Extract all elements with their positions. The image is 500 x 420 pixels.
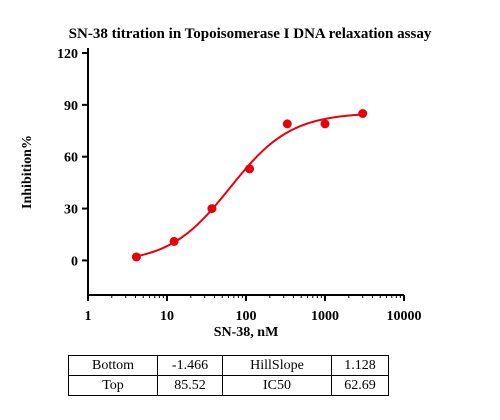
table-cell: Top [68,375,158,396]
data-point [320,119,330,129]
parameters-table: Bottom -1.466 HillSlope 1.128 Top 85.52 … [68,355,389,396]
y-axis-label: Inhibition% [20,135,35,209]
y-tick-label: 30 [64,203,78,218]
chart-title: SN-38 titration in Topoisomerase I DNA r… [69,26,432,42]
table-cell: IC50 [222,375,332,396]
data-point [169,236,179,246]
x-ticks: 1 10 100 1000 10000 [85,295,422,324]
y-tick-label: 120 [57,47,78,62]
data-point [207,204,217,214]
table-row: Top 85.52 IC50 62.69 [68,375,389,396]
y-tick-label: 90 [64,99,78,114]
y-ticks: 0 30 60 90 120 [57,47,88,269]
fit-curve [136,113,363,258]
table-row: Bottom -1.466 HillSlope 1.128 [68,355,389,376]
x-tick-label: 1000 [311,309,339,324]
table-cell: 62.69 [331,375,389,396]
table-cell: 85.52 [157,375,223,396]
table-cell: Bottom [68,355,158,376]
table-cell: 1.128 [331,355,389,376]
table-cell: -1.466 [157,355,223,376]
data-point [245,164,255,174]
x-tick-label: 100 [236,309,257,324]
x-tick-label: 10 [160,309,174,324]
data-point [282,119,292,129]
data-point [131,252,141,262]
chart: SN-38 titration in Topoisomerase I DNA r… [20,26,432,340]
table-cell: HillSlope [222,355,332,376]
x-axis-label: SN-38, nM [214,325,279,340]
y-tick-label: 0 [71,254,78,269]
data-points [131,109,368,262]
data-point [358,109,368,118]
y-tick-label: 60 [64,151,78,166]
x-tick-label: 1 [85,309,92,324]
x-tick-label: 10000 [387,309,422,324]
